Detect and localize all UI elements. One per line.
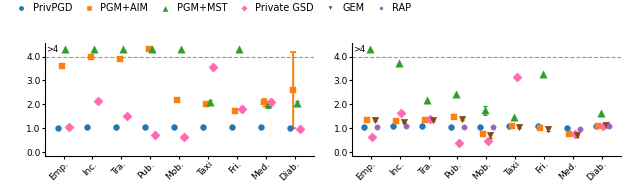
Point: [143, 48, 154, 51]
Point: [122, 115, 132, 118]
Point: [420, 118, 430, 121]
Point: [198, 126, 208, 129]
Point: [150, 134, 161, 137]
Point: [596, 111, 606, 114]
Point: [266, 100, 276, 103]
Point: [82, 126, 92, 129]
Point: [417, 124, 428, 127]
Point: [509, 116, 519, 119]
Point: [532, 124, 543, 127]
Point: [370, 118, 380, 121]
Point: [234, 48, 244, 51]
Point: [514, 126, 524, 129]
Point: [176, 48, 186, 51]
Point: [428, 118, 438, 121]
Point: [475, 126, 485, 129]
Point: [205, 100, 215, 103]
Point: [53, 127, 63, 130]
Point: [591, 124, 601, 127]
Point: [140, 126, 150, 129]
Point: [388, 124, 399, 127]
Point: [543, 128, 554, 131]
Point: [401, 124, 412, 127]
Point: [598, 124, 609, 127]
Point: [456, 117, 467, 120]
Point: [118, 48, 128, 51]
Point: [255, 126, 266, 129]
Point: [425, 117, 435, 120]
Point: [93, 99, 103, 102]
Point: [488, 126, 498, 129]
Point: [572, 134, 582, 137]
Point: [63, 126, 74, 129]
Point: [86, 55, 96, 58]
Point: [483, 140, 493, 143]
Point: [562, 127, 572, 130]
Point: [179, 135, 189, 138]
Point: [201, 103, 211, 106]
Point: [485, 134, 495, 137]
Point: [57, 65, 67, 68]
Point: [451, 92, 461, 95]
Point: [227, 126, 237, 129]
Point: [446, 126, 456, 129]
Point: [593, 124, 604, 127]
Point: [538, 73, 548, 76]
Point: [288, 89, 298, 91]
Point: [295, 128, 305, 131]
Point: [449, 116, 459, 119]
Point: [391, 120, 401, 123]
Point: [89, 48, 99, 51]
Point: [564, 133, 575, 136]
Point: [172, 98, 182, 101]
Point: [359, 126, 369, 129]
Text: >4: >4: [45, 45, 58, 54]
Point: [111, 126, 122, 129]
Point: [601, 123, 611, 126]
Point: [506, 124, 516, 127]
Point: [504, 124, 514, 127]
Point: [237, 108, 247, 111]
Point: [511, 75, 522, 78]
Point: [291, 102, 301, 105]
Point: [399, 121, 409, 124]
Point: [285, 127, 295, 130]
Point: [394, 61, 404, 64]
Point: [477, 133, 488, 136]
Point: [459, 126, 469, 129]
Point: [365, 48, 375, 51]
Point: [454, 141, 464, 144]
Point: [208, 66, 218, 69]
Point: [604, 124, 614, 127]
Point: [570, 133, 580, 136]
Point: [372, 126, 383, 129]
Text: >4: >4: [353, 45, 365, 54]
Point: [367, 135, 378, 138]
Point: [169, 126, 179, 129]
Point: [575, 128, 585, 131]
Point: [60, 48, 70, 51]
Legend: PrivPGD, PGM+AIM, PGM+MST, Private GSD, GEM, RAP: PrivPGD, PGM+AIM, PGM+MST, Private GSD, …: [12, 3, 412, 13]
Point: [535, 127, 545, 130]
Point: [422, 98, 433, 101]
Point: [396, 111, 406, 114]
Point: [115, 58, 125, 60]
Point: [480, 109, 490, 112]
Point: [362, 118, 372, 121]
Point: [147, 48, 157, 51]
Point: [262, 103, 273, 106]
Point: [230, 110, 241, 113]
Point: [259, 100, 269, 103]
